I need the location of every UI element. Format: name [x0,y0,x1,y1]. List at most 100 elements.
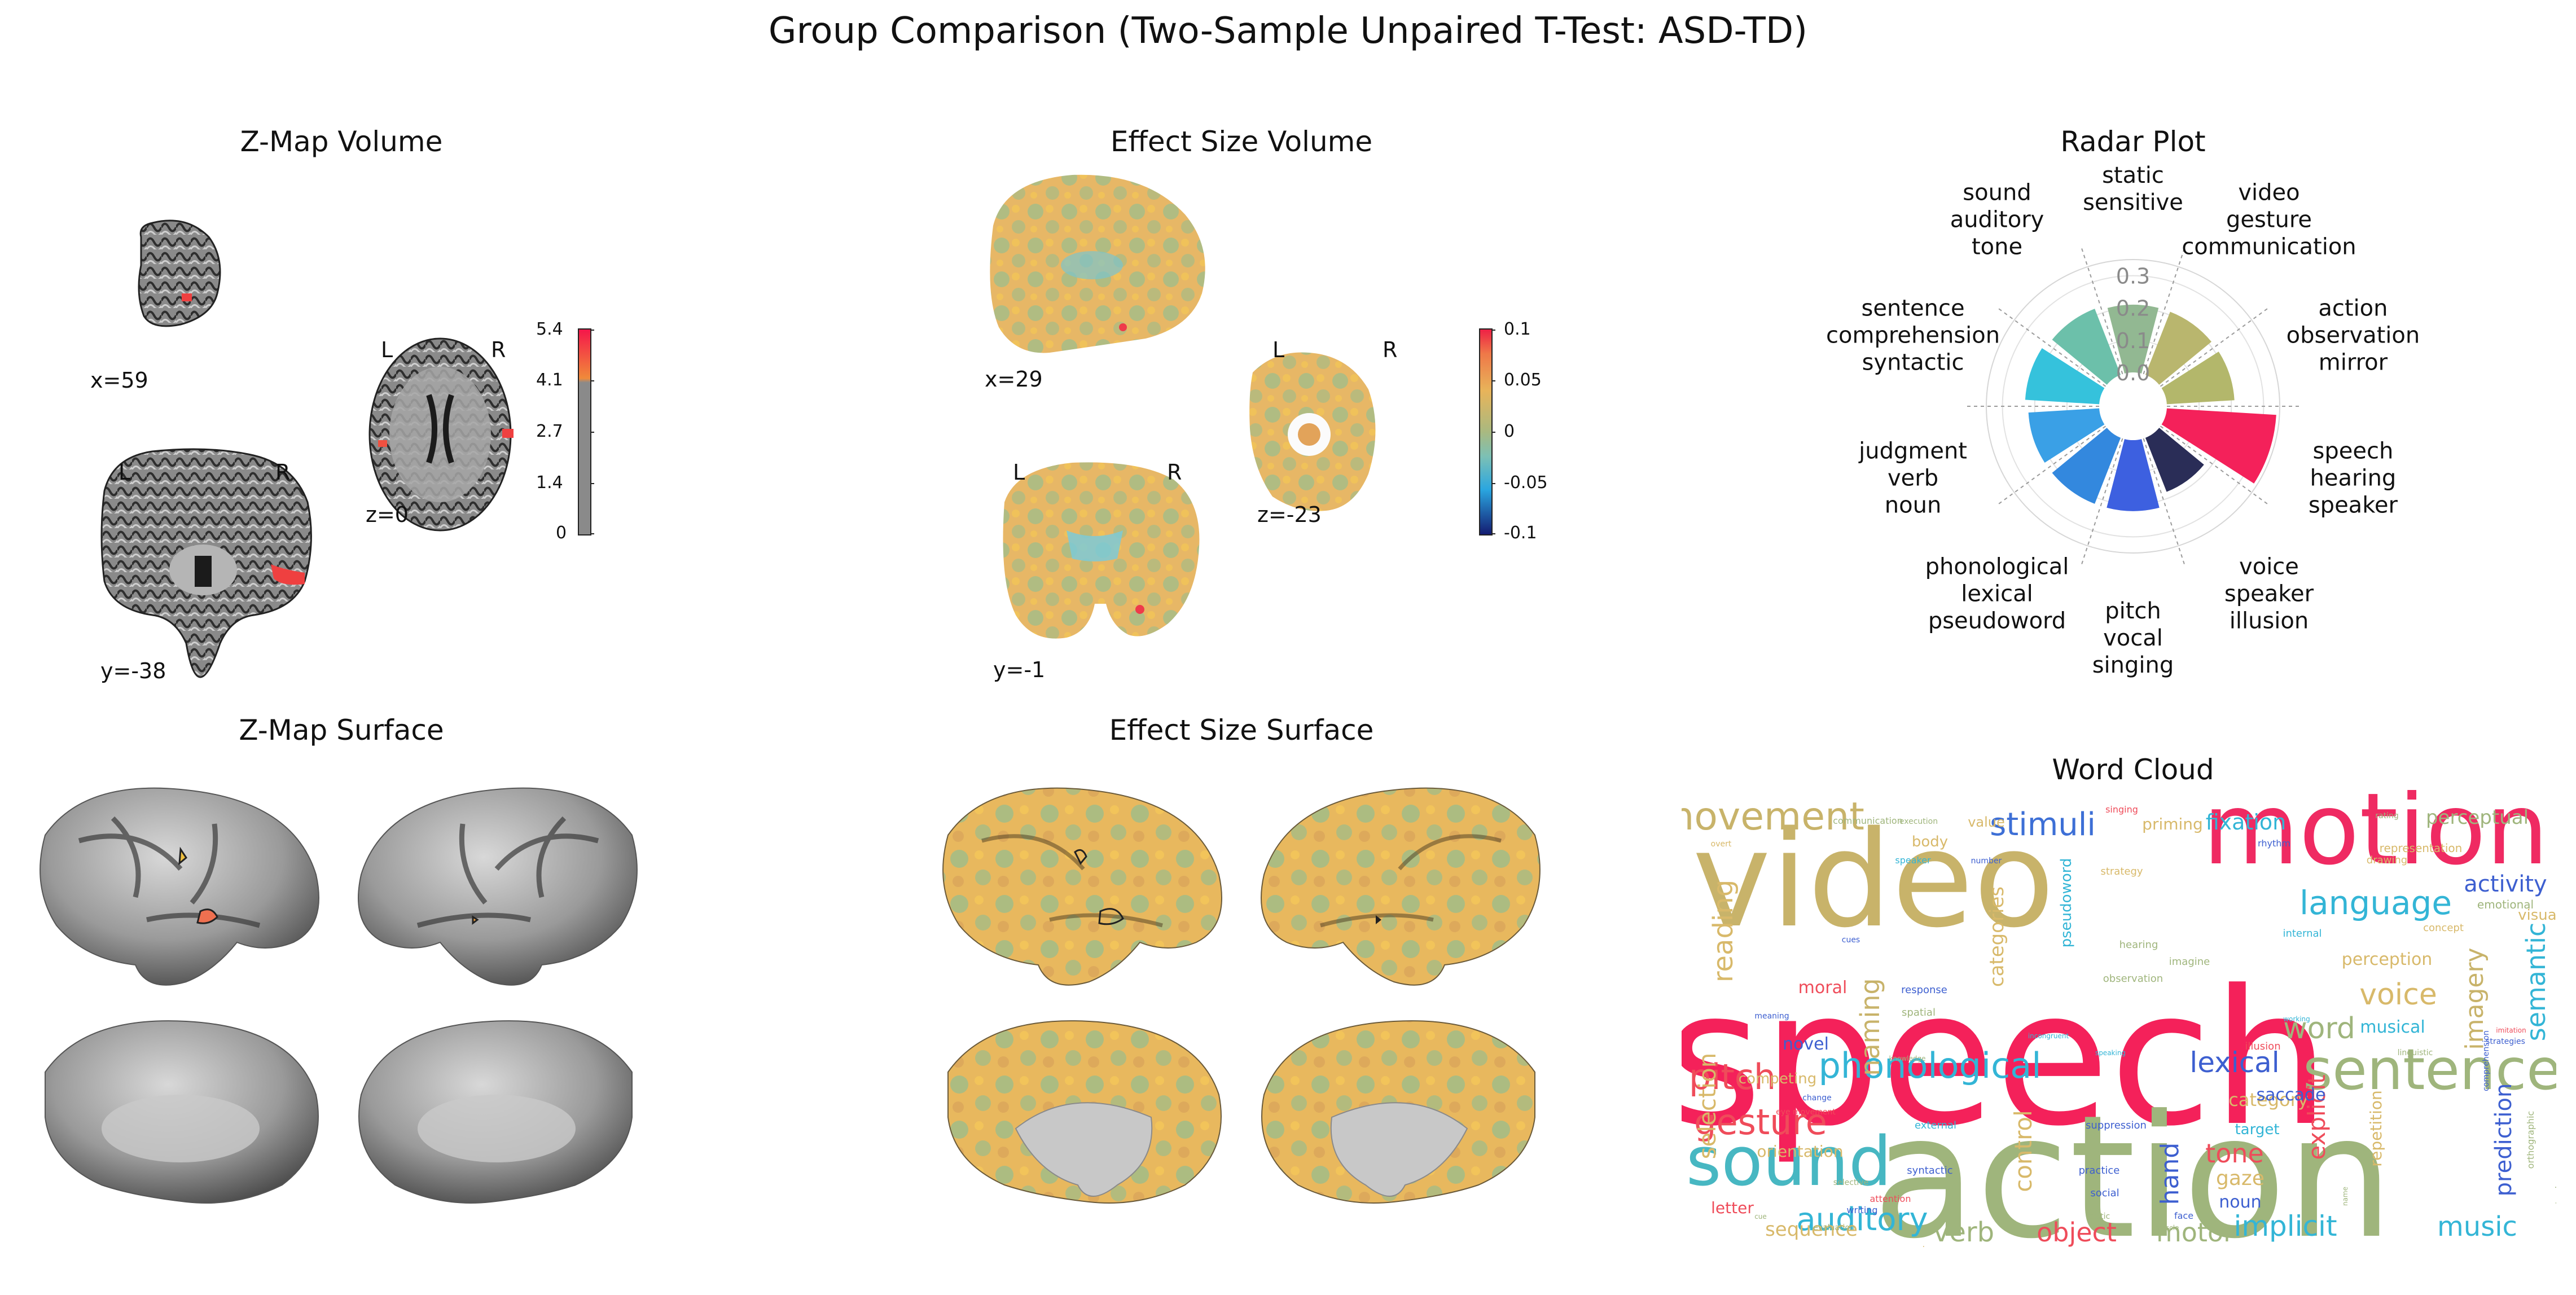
wordcloud-word: cues [1842,936,1860,945]
wordcloud-word: phonological [1819,1045,2042,1086]
effect-surface-left-medial [947,1020,1222,1204]
effect-axial-coord: z=-23 [1257,502,1322,527]
zmap-axial-slice [368,337,514,532]
wordcloud-word: evaluation [1813,1223,1855,1232]
zmap-colorbar-tick: 1.4 [536,473,563,493]
wordcloud-word: attention [1870,1193,1911,1204]
wordcloud-word: priming [2142,815,2203,833]
wordcloud-word: incongruent [2028,1032,2069,1040]
wordcloud-word: overt [1711,840,1732,849]
wordcloud-word: repetition [2367,1090,2385,1167]
radar-rtick: 0.1 [2116,328,2150,353]
radar-spoke [2143,245,2186,375]
wordcloud-word: cue [1754,1213,1767,1221]
wordcloud-word: object [2037,1217,2117,1247]
wordcloud-word: orientation [1757,1142,1843,1161]
radar-spoke [2160,425,2271,507]
radar-spoke [2160,306,2271,387]
zmap-colorbar-tick: 0 [556,523,567,543]
radar-category-label: pitch vocal singing [2092,598,2174,678]
wordcloud-word: internal [2283,928,2322,940]
effect-sagittal-slice [990,174,1205,353]
wordcloud-word: reading [1708,880,1739,982]
wordcloud-word: rating [2375,811,2398,820]
wordcloud-word: movement [1682,794,1864,839]
radar-outer-ring [1986,259,2280,554]
wordcloud-word: suppression [2086,1120,2147,1131]
wordcloud-word: face [2174,1210,2193,1221]
wordcloud-word: conscious [1897,1244,1941,1247]
radar-bar [2025,348,2105,405]
wordcloud-word: illusion [2245,1041,2280,1052]
wordcloud-word: motion [2203,790,2549,887]
wordcloud-word: control [2009,1110,2037,1192]
wordcloud-word: musical [2360,1017,2425,1037]
wordcloud-word: value [1968,814,2005,830]
wordcloud-word: action [1872,1079,2393,1247]
radar-grid [1964,245,2302,568]
wordcloud-word: imitation [2496,1026,2526,1034]
effect-volume-title: Effect Size Volume [1110,125,1373,158]
wordcloud-word: observation [2103,973,2163,985]
wordcloud-word: explicit [2303,1074,2331,1160]
figure-title: Group Comparison (Two-Sample Unpaired T-… [768,10,1808,52]
wordcloud-word: prediction [2491,1083,2517,1197]
wordcloud-word: strategy [2100,866,2143,877]
wordcloud-word: social [2090,1187,2119,1199]
wordcloud-word: letter [1711,1199,1754,1217]
zmap-volume-title: Z-Map Volume [240,125,443,158]
wordcloud-word: sound [1686,1123,1892,1201]
effect-coronal-right-label: R [1167,460,1182,485]
wordcloud-word: drawing [2367,854,2407,866]
zmap-coronal-right-label: R [275,460,291,485]
wordcloud-word: word [2283,1012,2355,1046]
zmap-axial-right-label: R [491,337,506,362]
radar-spoke [2143,438,2186,568]
wordcloud-word: tone [2205,1138,2264,1169]
wordcloud-word: number [1971,857,2002,866]
wordcloud-word: noun [2219,1192,2261,1212]
wordcloud-word: target [2235,1121,2279,1138]
radar-category-label: sentence comprehension syntactic [1826,295,2000,375]
wordcloud-word: motor imagery [2553,1152,2556,1219]
wordcloud-word: linguistic [2398,1048,2433,1057]
effect-colorbar-tick: -0.1 [1504,523,1537,543]
radar-spoke [2080,438,2123,568]
wordcloud-word: sentence [2303,1037,2556,1103]
wordcloud-word: verb [1933,1217,1994,1247]
wordcloud-word: emotional [2477,898,2534,911]
wordcloud-word: naming [1855,978,1885,1075]
zmap-sagittal-slice [138,220,221,327]
effect-colorbar-tick: 0 [1504,422,1515,441]
effect-surface-right-medial [1261,1020,1535,1204]
wordcloud-word: name [2341,1187,2349,1206]
wordcloud-word: concept [2423,922,2464,934]
radar-bars [2025,305,2276,511]
radar-category-label: sound auditory tone [1950,179,2044,260]
radar-rtick: 0.3 [2116,264,2150,289]
radar-category-label: phonological lexical pseudoword [1925,554,2069,634]
radar-category-label: speech hearing speaker [2309,438,2398,519]
wordcloud-word: hand [2156,1143,2184,1205]
radar-spoke [1995,425,2107,507]
effect-axial-right-label: R [1383,337,1398,362]
wordcloud-word: singing [2105,804,2138,815]
radar-category-label: motionstaticsensitive [2083,158,2183,216]
effect-colorbar-tick: 0.1 [1504,319,1531,339]
wordcloud-word: competing [1739,1070,1816,1087]
radar-chart: 0.0 0.1 0.2 0.3 motionstaticsensitivevideog… [1826,158,2420,678]
wordcloud-word: external [1915,1120,1956,1131]
zmap-colorbar [578,328,591,535]
wordcloud-word: knowledge [1889,1055,1925,1063]
wordcloud-word: muscle [2155,1224,2179,1232]
wordcloud-word: selective [1833,1178,1868,1187]
wordcloud-word: activity [2464,871,2547,897]
wordcloud-word: rhythm [2258,838,2290,849]
zmap-coronal-coord: y=-38 [100,659,166,683]
effect-colorbar-tick: 0.05 [1504,370,1542,390]
wordcloud-word: speaking [2095,1049,2126,1057]
effect-coronal-left-label: L [1013,460,1025,485]
radar-title: Radar Plot [2060,125,2206,158]
radar-bar [2028,408,2105,463]
